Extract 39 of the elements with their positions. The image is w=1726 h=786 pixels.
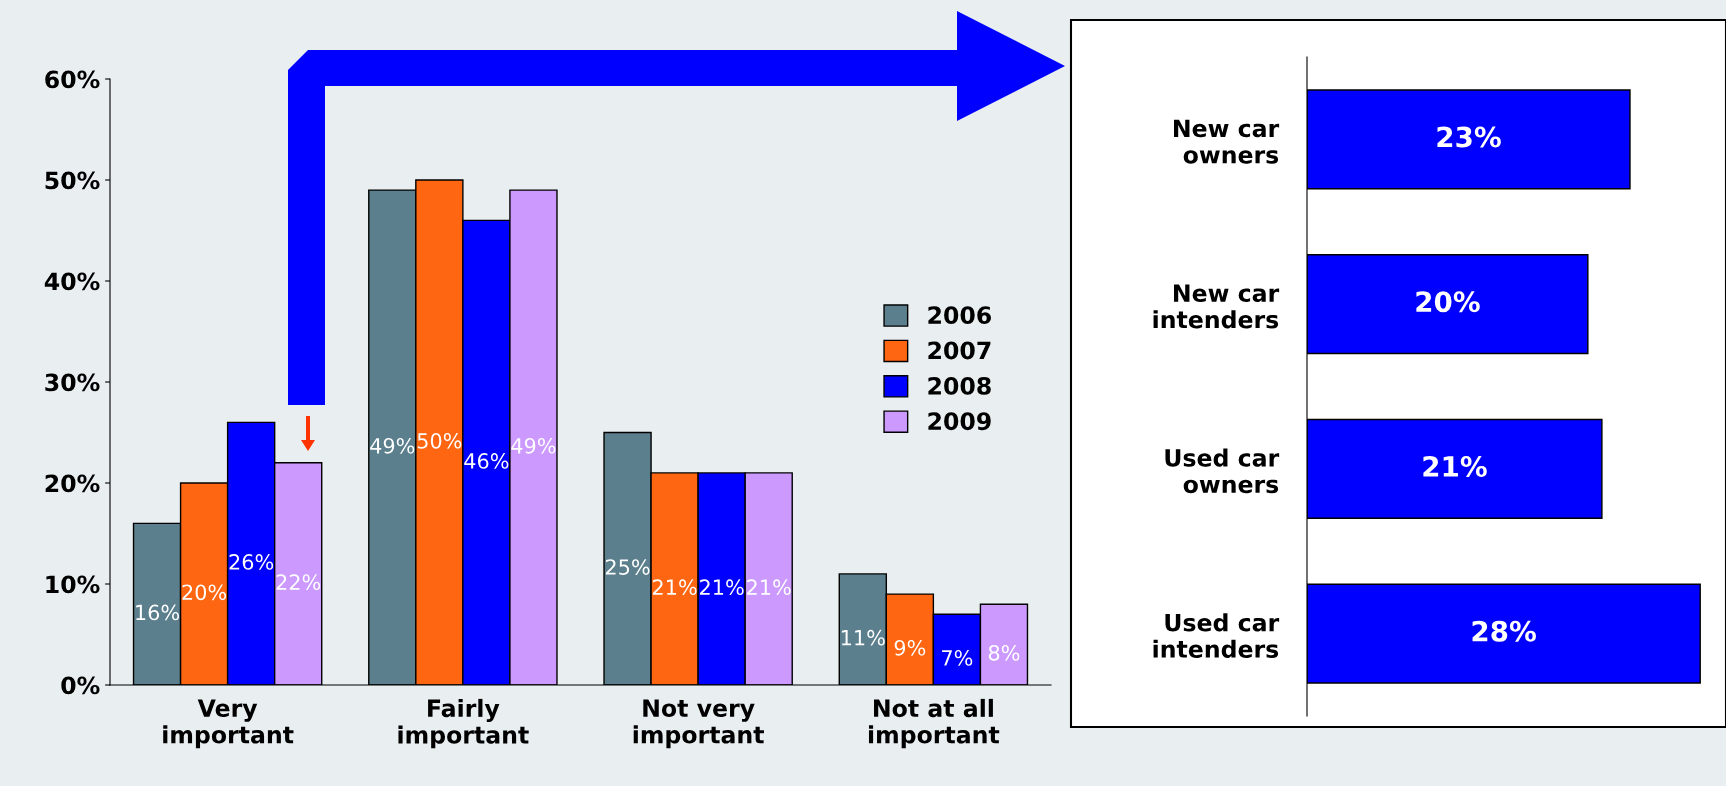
data-label: 49%: [370, 437, 415, 454]
y-tick-label: New car owners: [1174, 119, 1280, 164]
data-label: 20%: [182, 584, 227, 601]
legend-label: 2009: [928, 412, 991, 431]
legend-label: 2008: [928, 376, 991, 395]
y-tick-label: Used car intenders: [1153, 613, 1280, 658]
y-tick-label: 60%: [45, 70, 100, 89]
y-tick-label: 40%: [44, 272, 100, 291]
data-label: 20%: [1416, 291, 1480, 313]
data-label: 21%: [747, 579, 791, 596]
legend-label: 2006: [928, 306, 991, 325]
y-tick-label: 50%: [45, 171, 100, 190]
data-label: 50%: [417, 432, 462, 449]
data-label: 21%: [1423, 455, 1487, 477]
data-label: 25%: [605, 559, 650, 575]
y-tick-label: 0%: [61, 676, 100, 695]
legend-label: 2007: [928, 341, 991, 360]
data-label: 28%: [1472, 620, 1536, 642]
x-tick-label: Fairly important: [398, 698, 529, 749]
x-tick-label: Not very important: [633, 699, 764, 749]
y-tick-label: 30%: [45, 373, 100, 392]
data-label: 23%: [1437, 126, 1501, 148]
data-label: 8%: [988, 644, 1020, 661]
y-tick-label: 10%: [46, 575, 100, 594]
x-tick-label: Not at all important: [868, 698, 1000, 749]
y-tick-label: New car intenders: [1153, 284, 1280, 329]
data-label: 21%: [652, 579, 697, 596]
x-tick-label: Very important: [163, 699, 294, 749]
data-label: 11%: [841, 629, 885, 646]
data-label: 7%: [942, 650, 973, 666]
y-tick-label: 20%: [45, 474, 100, 493]
data-label: 22%: [276, 574, 321, 591]
data-label: 9%: [894, 639, 926, 656]
data-label: 26%: [229, 554, 274, 570]
y-tick-label: Used car owners: [1165, 448, 1280, 494]
data-label: 46%: [464, 453, 509, 469]
data-label: 21%: [700, 579, 744, 596]
data-label: 49%: [511, 437, 556, 454]
data-label: 16%: [136, 604, 180, 621]
